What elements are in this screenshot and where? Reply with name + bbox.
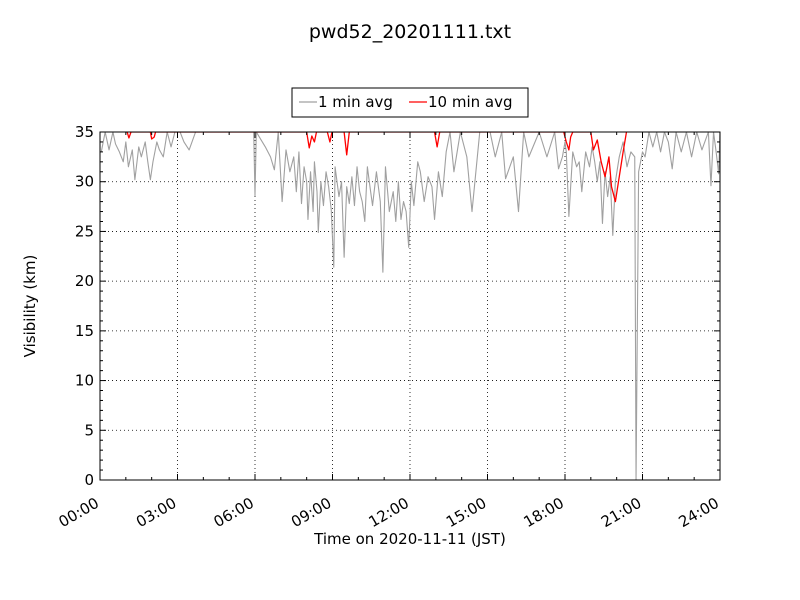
y-tick-label: 10 [75,372,94,390]
y-tick-label: 15 [75,322,94,340]
x-tick-label: 12:00 [366,494,412,531]
y-tick-label: 20 [75,272,94,290]
y-tick-label: 0 [84,471,94,489]
y-tick-label: 35 [75,123,94,141]
legend-label-10min: 10 min avg [428,93,513,111]
x-tick-label: 09:00 [288,494,334,531]
x-tick-label: 24:00 [676,494,722,531]
chart-title: pwd52_20201111.txt [309,21,511,43]
x-tick-label: 18:00 [521,494,567,531]
series-line-10min-avg [126,132,628,203]
series-layer [100,132,720,480]
x-tick-label: 00:00 [56,494,102,531]
legend: 1 min avg 10 min avg [291,87,529,118]
x-tick-label: 03:00 [133,494,179,531]
y-tick-label: 30 [75,173,94,191]
y-tick-label: 5 [84,421,94,439]
x-tick-label: 15:00 [443,494,489,531]
y-axis-label: Visibility (km) [21,255,39,358]
x-axis-label: Time on 2020-11-11 (JST) [313,530,506,548]
series-line-1min-avg [100,132,720,480]
grid-lines [100,132,720,480]
x-tick-label: 06:00 [211,494,257,531]
legend-label-1min: 1 min avg [318,93,393,111]
axis-ticks: 00:00 03:00 06:00 09:00 12:00 15:00 18:00 21:00… [56,123,722,531]
x-tick-label: 21:00 [598,494,644,531]
y-tick-label: 25 [75,222,94,240]
